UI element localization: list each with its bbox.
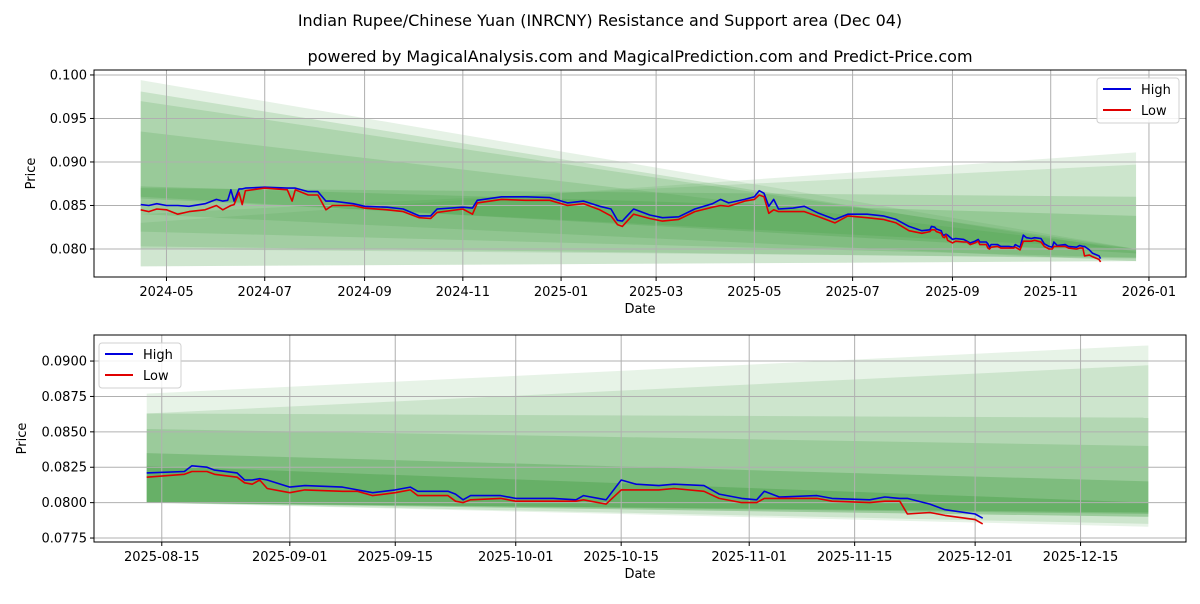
x-tick-label: 2024-11 (436, 285, 490, 300)
band-2 (140, 101, 1137, 258)
y-tick-label: 0.0825 (42, 461, 88, 476)
y-axis-label: Price (24, 158, 39, 190)
x-tick-label: 2025-12-15 (1043, 550, 1119, 565)
band-1 (146, 365, 1149, 524)
y-tick-label: 0.085 (50, 199, 87, 214)
legend-label-high: High (1141, 83, 1171, 98)
x-axis-label: Date (624, 567, 655, 582)
y-tick-label: 0.0900 (42, 355, 88, 370)
legend-label-high: High (143, 348, 173, 363)
axes-frame (93, 69, 1187, 278)
x-tick-label: 2024-05 (139, 285, 193, 300)
band-6 (140, 188, 1137, 249)
x-tick-label: 2025-11-15 (817, 550, 893, 565)
high-line (140, 186, 1102, 260)
legend-label-low: Low (143, 369, 169, 384)
y-axis-label: Price (15, 423, 30, 455)
x-tick-label: 2025-09-01 (252, 550, 328, 565)
top-chart: 2024-05 2024-07 2024-09 2024-11 2025-01 2025-… (24, 68, 1187, 317)
x-tick-label: 2025-07 (825, 285, 879, 300)
high-line (146, 464, 984, 519)
legend-label-low: Low (1141, 104, 1167, 119)
y-tick-label: 0.080 (50, 242, 87, 257)
band-0 (146, 345, 1149, 527)
band-7 (140, 186, 1137, 254)
x-tick-label: 2025-09-15 (357, 550, 433, 565)
band-3 (140, 131, 1137, 262)
band-4 (140, 152, 1137, 267)
x-axis-label: Date (624, 302, 655, 317)
x-tick-label: 2025-10-15 (583, 550, 659, 565)
x-tick-label: 2025-09 (925, 285, 979, 300)
x-tick-label: 2025-01 (534, 285, 588, 300)
low-line (140, 187, 1102, 263)
x-tick-label: 2024-07 (238, 285, 292, 300)
band-2 (146, 413, 1149, 517)
y-tick-label: 0.0875 (42, 390, 88, 405)
y-tick-label: 0.095 (50, 112, 87, 127)
low-line (146, 470, 984, 525)
x-tick-label: 2025-03 (629, 285, 683, 300)
x-tick-label: 2025-08-15 (124, 550, 200, 565)
chart-title: Indian Rupee/Chinese Yuan (INRCNY) Resis… (298, 11, 902, 30)
axes-frame (93, 334, 1187, 543)
y-tick-label: 0.0800 (42, 496, 88, 511)
y-tick-label: 0.0850 (42, 425, 88, 440)
x-tick-label: 2025-05 (727, 285, 781, 300)
legend: High Low (98, 342, 182, 389)
bottom-chart: 2025-08-15 2025-09-01 2025-09-15 2025-10-01… (15, 334, 1187, 582)
x-tick-label: 2025-11 (1024, 285, 1078, 300)
x-tick-label: 2025-10-01 (478, 550, 554, 565)
x-tick-label: 2024-09 (337, 285, 391, 300)
x-tick-label: 2025-12-01 (937, 550, 1013, 565)
legend: High Low (1096, 77, 1180, 124)
y-tick-label: 0.0775 (42, 532, 88, 547)
y-tick-label: 0.090 (50, 155, 87, 170)
y-tick-label: 0.100 (50, 68, 87, 83)
x-tick-label: 2025-11-01 (711, 550, 787, 565)
chart-subtitle: powered by MagicalAnalysis.com and Magic… (307, 47, 972, 66)
x-tick-label: 2026-01 (1122, 285, 1176, 300)
band-3 (146, 429, 1149, 517)
